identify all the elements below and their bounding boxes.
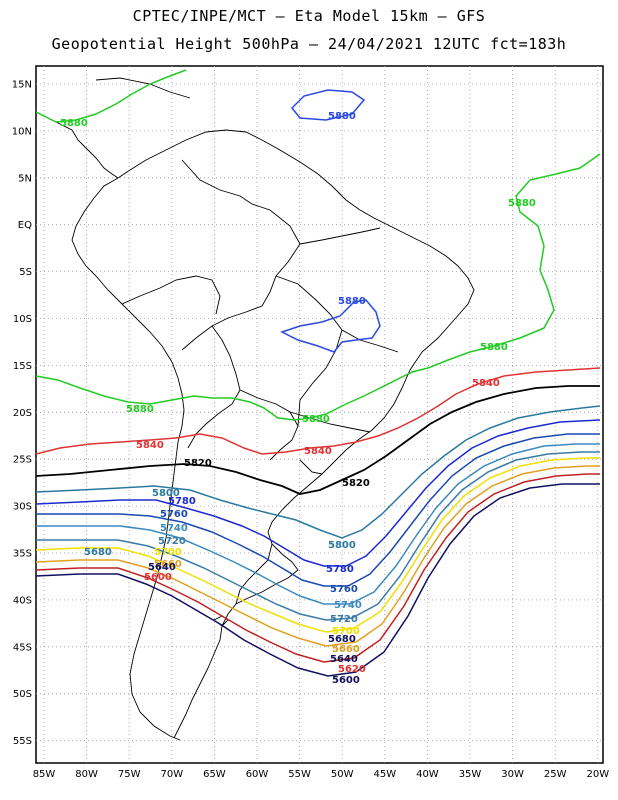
lat-tick-label: 30S [13, 502, 32, 513]
label-5720-b: 5720 [330, 614, 358, 625]
contour-5880-north [35, 69, 187, 123]
contour-5680 [35, 465, 600, 647]
contour-5880-closed-north [290, 89, 366, 121]
lat-lon-grid [36, 66, 603, 763]
lon-tick-label: 50W [331, 769, 354, 780]
lon-tick-label: 65W [203, 769, 226, 780]
label-5620: 5620 [338, 664, 366, 675]
lat-tick-label: 55S [13, 736, 32, 747]
contour-5880-east [35, 153, 601, 421]
label-5760-a: 5760 [160, 509, 188, 520]
lat-tick-label: 5S [19, 267, 32, 278]
label-5640-b: 5640 [330, 654, 358, 665]
label-5700-b: 5700 [332, 626, 360, 637]
lon-tick-label: 20W [586, 769, 609, 780]
contour-5800 [35, 405, 601, 539]
label-5880-chile: 5880 [126, 404, 154, 415]
contour-5660 [35, 473, 600, 663]
lon-tick-label: 45W [373, 769, 396, 780]
lon-tick-label: 25W [544, 769, 567, 780]
label-5660-a: 5660 [154, 559, 182, 570]
lon-tick-label: 55W [288, 769, 311, 780]
lon-tick-label: 30W [501, 769, 524, 780]
contour-5640 [35, 483, 600, 677]
label-5820-b: 5820 [342, 478, 370, 489]
label-5840-c: 5840 [304, 446, 332, 457]
label-5820-a: 5820 [184, 458, 212, 469]
lat-tick-label: 20S [13, 408, 32, 419]
lon-tick-label: 70W [160, 769, 183, 780]
lat-tick-label: EQ [18, 220, 32, 231]
lat-tick-label: 5N [18, 173, 32, 184]
lon-tick-label: 35W [459, 769, 482, 780]
lon-tick-label: 85W [33, 769, 56, 780]
tick-labels: 15N 10N 5N EQ 5S 10S 15S 20S 25S 30S 35S 40S 45S 50S 5… [12, 80, 609, 781]
label-5740-a: 5740 [160, 523, 188, 534]
label-5880-south: 5880 [302, 414, 330, 425]
contour-5760 [36, 433, 600, 587]
label-5680-a: 5680 [84, 547, 112, 558]
label-5880-brazil: 5880 [338, 296, 366, 307]
label-5880-east2: 5880 [480, 342, 508, 353]
lon-tick-label: 60W [246, 769, 269, 780]
contour-5780 [35, 419, 601, 567]
contour-5720 [36, 451, 600, 621]
contour-5880-closed-brazil [280, 299, 381, 353]
label-5800-a: 5800 [152, 488, 180, 499]
label-5660-b: 5660 [332, 644, 360, 655]
label-5760-b: 5760 [330, 584, 358, 595]
lon-tick-label: 75W [118, 769, 141, 780]
lat-tick-label: 40S [13, 595, 32, 606]
lat-tick-label: 35S [13, 549, 32, 560]
label-5880-north: 5880 [60, 118, 88, 129]
label-5880-closed-north: 5880 [328, 111, 356, 122]
lat-tick-label: 45S [13, 642, 32, 653]
label-5780-a: 5780 [168, 496, 196, 507]
label-5840-a: 5840 [472, 378, 500, 389]
label-5600-b: 5600 [332, 675, 360, 686]
label-5640-a: 5640 [148, 562, 176, 573]
lon-tick-label: 40W [416, 769, 439, 780]
contour-5740 [36, 443, 600, 605]
lat-tick-label: 25S [13, 455, 32, 466]
contour-5820 [35, 385, 600, 495]
label-5680-b: 5680 [328, 634, 356, 645]
map-title: CPTEC/INPE/MCT – Eta Model 15km – GFS [132, 7, 486, 25]
lat-tick-label: 50S [13, 689, 32, 700]
contour-5700 [35, 457, 600, 633]
label-5740-b: 5740 [334, 600, 362, 611]
label-5840-b: 5840 [136, 440, 164, 451]
lat-tick-label: 10N [12, 126, 32, 137]
label-5780-b: 5780 [326, 564, 354, 575]
label-5880-east: 5880 [508, 198, 536, 209]
label-5700-a: 5700 [154, 547, 182, 558]
contour-labels: 5880 5880 5880 5880 5880 5880 5880 5840 … [60, 111, 536, 686]
lat-tick-label: 15N [12, 80, 32, 91]
label-5600-a: 5600 [144, 572, 172, 583]
map-subtitle: Geopotential Height 500hPa – 24/04/2021 … [51, 35, 567, 53]
lat-tick-label: 10S [13, 314, 32, 325]
label-5720-a: 5720 [158, 536, 186, 547]
lat-tick-label: 15S [13, 361, 32, 372]
label-5800-b: 5800 [328, 540, 356, 551]
lon-tick-label: 80W [75, 769, 98, 780]
contour-5840 [35, 367, 601, 455]
